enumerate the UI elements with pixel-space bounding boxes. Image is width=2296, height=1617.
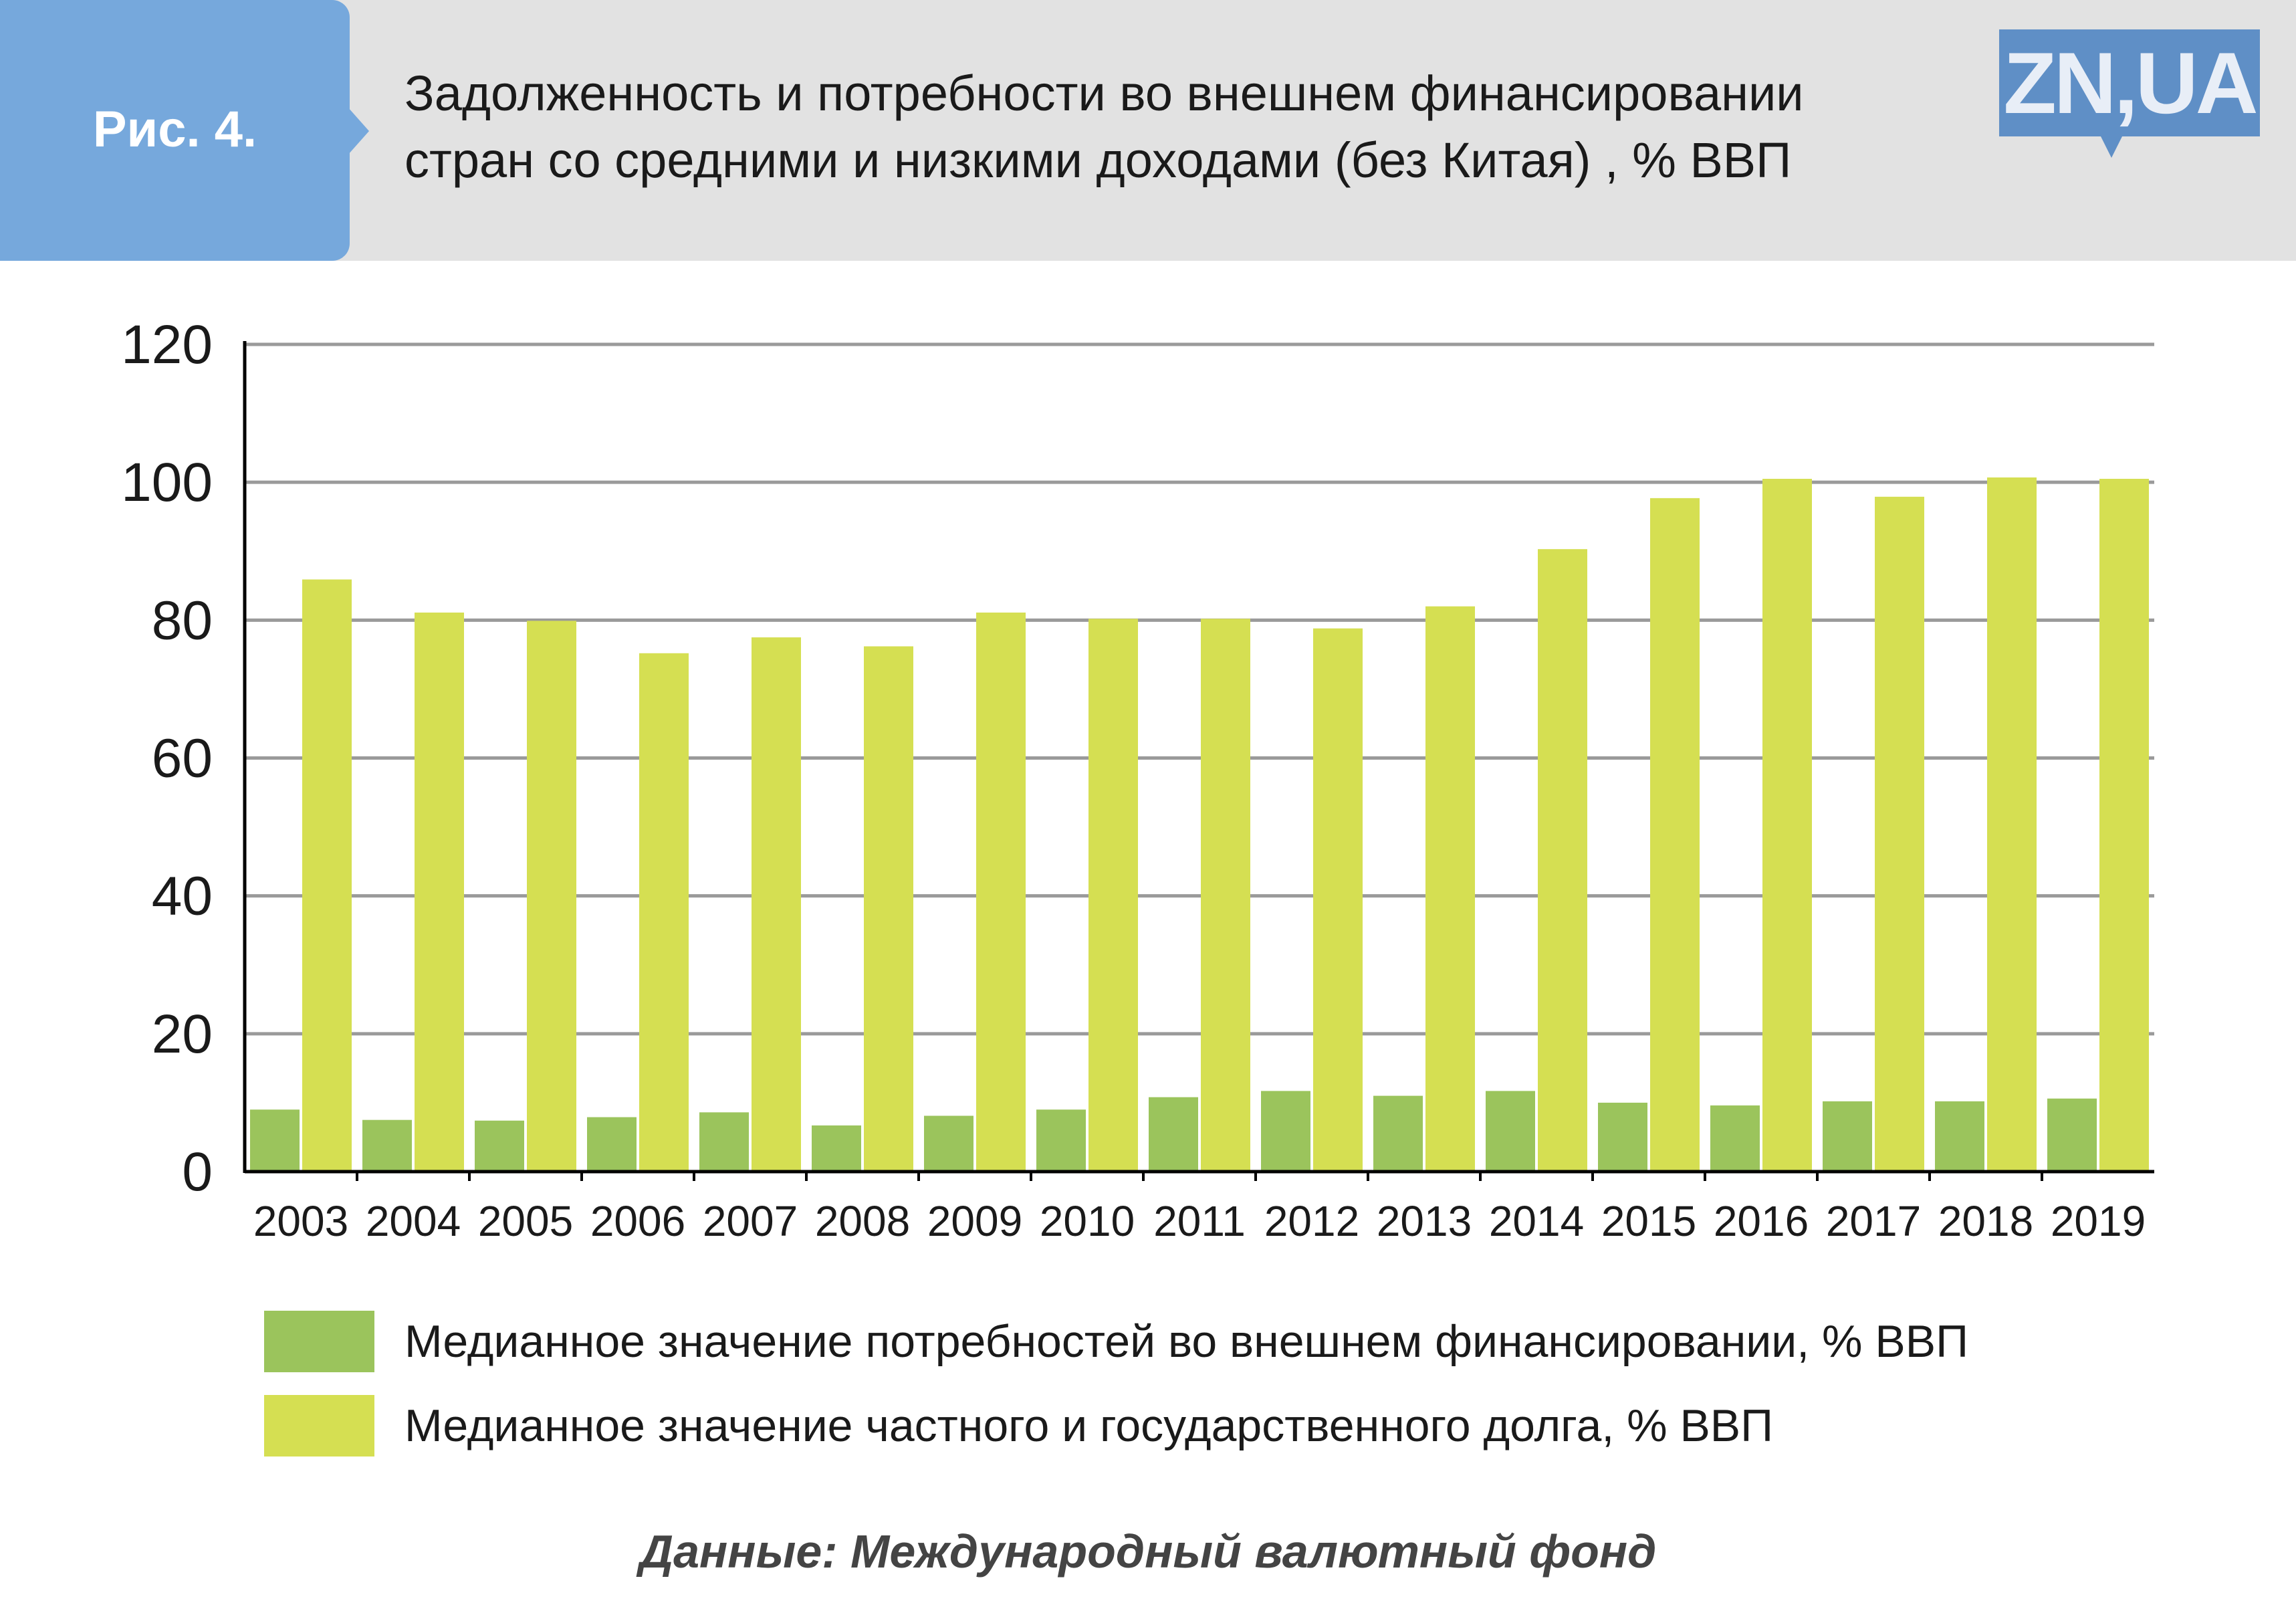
bar-financing [1373, 1095, 1423, 1172]
x-tick-label: 2018 [1938, 1197, 2033, 1245]
bar-debt [2099, 479, 2149, 1172]
bar-debt [976, 612, 1026, 1172]
bar-debt [639, 653, 689, 1172]
y-tick-label: 80 [152, 590, 213, 651]
bar-financing [1036, 1109, 1086, 1172]
x-tick-label: 2014 [1489, 1197, 1584, 1245]
x-tick-label: 2017 [1826, 1197, 1921, 1245]
legend-swatch-financing [264, 1311, 374, 1372]
figure-label-arrow [348, 107, 369, 155]
chart-title: Задолженность и потребности во внешнем ф… [405, 60, 1804, 194]
x-tick-label: 2004 [366, 1197, 461, 1245]
bar-debt [752, 637, 801, 1172]
legend-swatch-debt [264, 1395, 374, 1457]
legend-item-debt: Медианное значение частного и государств… [264, 1395, 1773, 1457]
legend-item-financing: Медианное значение потребностей во внешн… [264, 1311, 1968, 1372]
x-tick-label: 2010 [1040, 1197, 1135, 1245]
bar-financing [2047, 1098, 2097, 1172]
bar-financing [1598, 1102, 1647, 1172]
bar-financing [1149, 1097, 1198, 1172]
y-tick-label: 0 [182, 1142, 213, 1202]
bar-financing [587, 1117, 637, 1172]
bar-financing [1261, 1091, 1310, 1172]
bar-financing [362, 1119, 412, 1172]
logo-speech-tail [2099, 134, 2123, 158]
bar-debt [527, 621, 576, 1172]
bar-debt [302, 579, 352, 1172]
bar-debt [1538, 549, 1587, 1172]
bar-debt [1425, 606, 1475, 1172]
chart-title-line2: стран со средними и низкими доходами (бе… [405, 132, 1792, 188]
zn-ua-logo: ZN,UA [1999, 29, 2260, 136]
bar-financing [475, 1120, 524, 1172]
bar-financing [924, 1115, 973, 1172]
bar-debt [1650, 498, 1700, 1172]
bar-debt [1762, 479, 1812, 1172]
bar-debt [1313, 628, 1363, 1172]
bar-debt [415, 612, 464, 1172]
x-tick-label: 2008 [815, 1197, 910, 1245]
bar-financing [1486, 1091, 1535, 1172]
data-source: Данные: Международный валютный фонд [639, 1525, 1657, 1578]
x-tick-label: 2016 [1714, 1197, 1809, 1245]
bar-financing [699, 1112, 749, 1172]
x-tick-label: 2015 [1601, 1197, 1696, 1245]
x-tick-label: 2012 [1264, 1197, 1359, 1245]
bar-debt [1875, 496, 1924, 1172]
x-tick-label: 2003 [253, 1197, 348, 1245]
y-tick-label: 60 [152, 728, 213, 789]
header: Рис. 4. Задолженность и потребности во в… [0, 0, 2296, 261]
x-tick-label: 2009 [927, 1197, 1022, 1245]
bar-debt [1201, 619, 1250, 1172]
x-tick-label: 2019 [2051, 1197, 2146, 1245]
x-tick-label: 2005 [478, 1197, 573, 1245]
logo-text: ZN,UA [2003, 34, 2258, 132]
x-tick-label: 2006 [590, 1197, 685, 1245]
chart-title-line1: Задолженность и потребности во внешнем ф… [405, 66, 1804, 121]
figure-label: Рис. 4. [92, 101, 257, 158]
x-tick-label: 2011 [1153, 1197, 1246, 1245]
bar-financing [1823, 1101, 1872, 1172]
x-tick-label: 2007 [703, 1197, 798, 1245]
y-tick-label: 20 [152, 1004, 213, 1065]
y-tick-label: 120 [121, 314, 213, 375]
bar-debt [1088, 619, 1138, 1172]
bar-debt [864, 646, 913, 1172]
bar-financing [812, 1125, 861, 1172]
bar-financing [1710, 1105, 1760, 1172]
figure-label-box: Рис. 4. [0, 0, 350, 261]
legend-label-debt: Медианное значение частного и государств… [405, 1400, 1774, 1451]
bar-debt [1987, 477, 2037, 1172]
legend-label-financing: Медианное значение потребностей во внешн… [405, 1316, 1968, 1367]
x-tick-label: 2013 [1377, 1197, 1472, 1245]
y-tick-label: 100 [121, 452, 213, 513]
bar-financing [1935, 1101, 1984, 1172]
y-tick-label: 40 [152, 866, 213, 927]
bar-financing [250, 1109, 300, 1172]
